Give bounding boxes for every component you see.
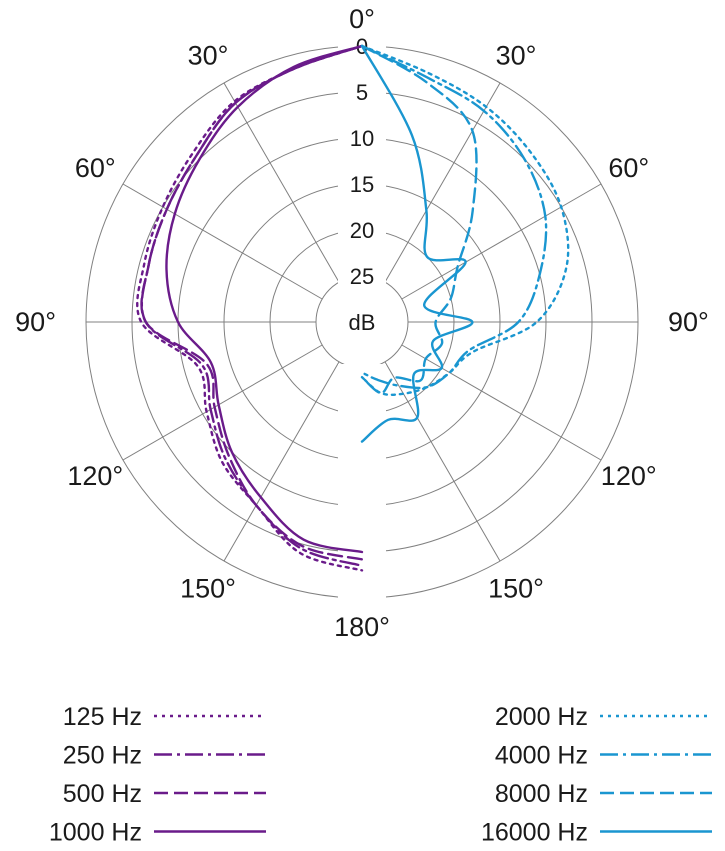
series-line-4000-hz (360, 44, 548, 390)
radial-tick-label: 10 (350, 126, 374, 151)
grid-gaps (317, 42, 407, 602)
radial-tick-label: 20 (350, 218, 374, 243)
legend-label: 2000 Hz (495, 703, 588, 731)
grid-spoke (122, 183, 323, 300)
grid-spoke (223, 361, 340, 562)
angle-label: 150° (180, 574, 236, 604)
angle-label: 60° (608, 153, 649, 183)
angle-label: 90° (15, 307, 56, 337)
angle-label: 180° (334, 612, 390, 642)
legend-label: 500 Hz (63, 780, 142, 808)
center-hole (317, 277, 407, 367)
angle-label: 120° (67, 461, 123, 491)
legend-label: 4000 Hz (495, 742, 588, 770)
angle-label: 60° (75, 153, 116, 183)
legend-label: 16000 Hz (481, 819, 588, 847)
angle-label: 90° (668, 307, 709, 337)
series-line-8000-hz (360, 44, 478, 395)
legend-label: 8000 Hz (495, 780, 588, 808)
series-line-500-hz (140, 44, 364, 561)
legend-label: 250 Hz (63, 742, 142, 770)
radial-tick-label: 15 (350, 172, 374, 197)
grid-spoke (401, 344, 602, 461)
grid-spoke (401, 183, 602, 300)
grid-spoke (384, 361, 501, 562)
series-line-16000-hz (360, 44, 474, 443)
grid-spoke (384, 82, 501, 283)
series-curves (136, 44, 570, 572)
series-line-2000-hz (360, 44, 570, 396)
angle-labels: 0° 30° 60° 90° 120° 150° 180° 150° 120° 90° 60° 30° (15, 4, 709, 642)
legend: 125 Hz 250 Hz 500 Hz 1000 Hz 2000 Hz 4000 Hz 8… (49, 703, 712, 847)
unit-label: dB (349, 310, 376, 335)
angle-label: 120° (601, 461, 657, 491)
grid-spoke (122, 344, 323, 461)
grid-spoke (223, 82, 340, 283)
top-gap (338, 42, 386, 310)
series-line-1000-hz (165, 44, 364, 554)
legend-label: 1000 Hz (49, 819, 142, 847)
legend-label: 125 Hz (63, 703, 142, 731)
radial-tick-label: 25 (350, 264, 374, 289)
angle-label: 150° (488, 574, 544, 604)
angle-label: 30° (496, 40, 537, 70)
angle-label: 0° (349, 4, 375, 34)
angle-label: 30° (188, 40, 229, 70)
radial-tick-label: 5 (356, 80, 368, 105)
